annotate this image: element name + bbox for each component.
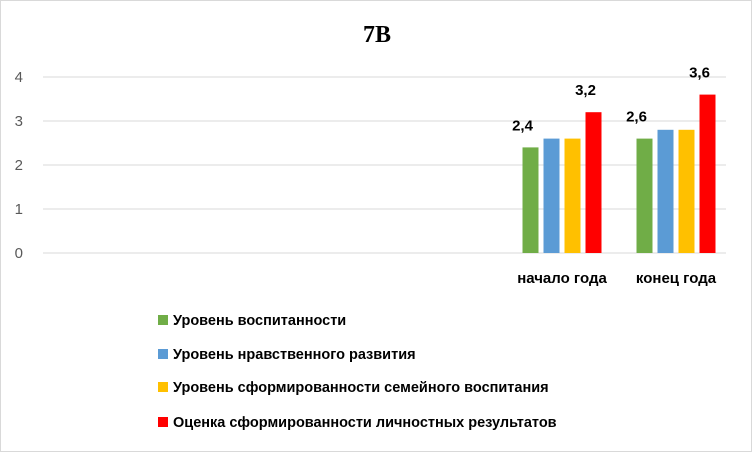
legend-item: Уровень воспитанности <box>158 313 346 329</box>
legend-swatch <box>158 417 168 427</box>
bar <box>636 138 653 253</box>
legend-item: Оценка сформированности личностных резул… <box>158 415 557 431</box>
legend: Уровень воспитанности Уровень нравственно… <box>158 313 557 431</box>
legend-swatch <box>158 349 168 359</box>
legend-item: Уровень нравственного развития <box>158 347 416 363</box>
bar <box>585 112 602 253</box>
legend-label: Уровень нравственного развития <box>173 347 416 363</box>
legend-swatch <box>158 382 168 392</box>
y-axis-ticks: 0 1 2 3 4 <box>15 69 23 262</box>
bar <box>678 129 695 253</box>
x-category-label: начало года <box>517 270 607 287</box>
data-label: 2,6 <box>626 109 647 126</box>
legend-item: Уровень сформированности семейного воспи… <box>158 380 549 396</box>
data-labels: 2,4 3,2 2,6 3,6 <box>512 65 710 135</box>
bars <box>522 94 716 253</box>
gridlines <box>43 76 726 254</box>
bar <box>522 147 539 253</box>
x-category-label: конец года <box>636 270 717 287</box>
legend-label: Уровень сформированности семейного воспи… <box>173 380 549 396</box>
y-tick-label: 2 <box>15 157 23 174</box>
bar <box>699 94 716 253</box>
data-label: 2,4 <box>512 117 534 134</box>
y-tick-label: 1 <box>15 201 23 218</box>
data-label: 3,2 <box>575 82 596 99</box>
bar <box>564 138 581 253</box>
legend-swatch <box>158 315 168 325</box>
bar <box>657 129 674 253</box>
y-tick-label: 0 <box>15 245 23 262</box>
legend-label: Оценка сформированности личностных резул… <box>173 415 557 431</box>
legend-label: Уровень воспитанности <box>173 313 346 329</box>
bar <box>543 138 560 253</box>
data-label: 3,6 <box>689 65 710 82</box>
y-tick-label: 3 <box>15 113 23 130</box>
chart-title: 7В <box>363 22 391 48</box>
x-axis-categories: начало года конец года <box>517 270 717 287</box>
y-tick-label: 4 <box>15 69 23 86</box>
